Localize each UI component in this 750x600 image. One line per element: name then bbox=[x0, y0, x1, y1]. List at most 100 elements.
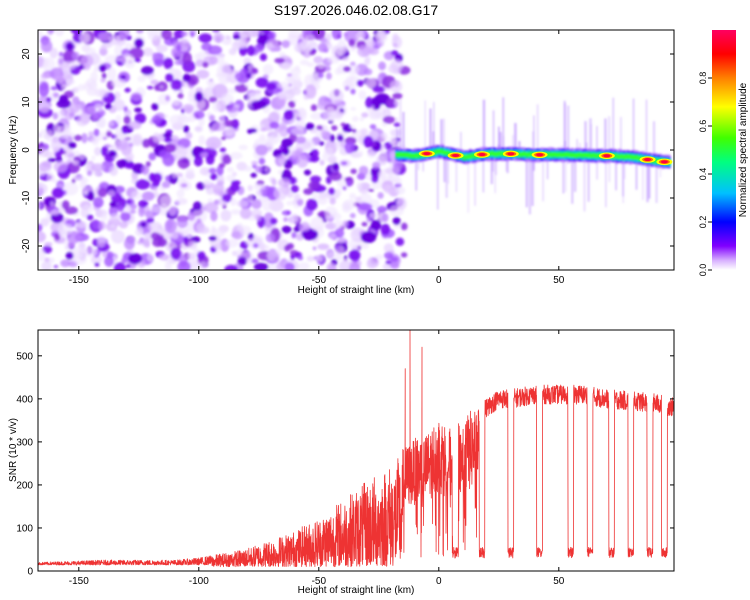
signal-band bbox=[551, 152, 555, 157]
noise-blob bbox=[58, 51, 64, 57]
noise-blob bbox=[53, 123, 61, 136]
noise-blob bbox=[268, 111, 280, 125]
noise-blob bbox=[244, 83, 250, 88]
noise-blob bbox=[247, 184, 253, 192]
noise-blob bbox=[319, 159, 325, 166]
noise-blob bbox=[329, 233, 337, 239]
signal-streak bbox=[440, 119, 443, 152]
noise-blob bbox=[299, 59, 310, 66]
noise-blob bbox=[38, 30, 43, 38]
signal-band bbox=[518, 152, 522, 157]
noise-blob bbox=[244, 165, 252, 172]
noise-blob bbox=[283, 217, 288, 222]
noise-blob bbox=[97, 88, 109, 98]
noise-blob bbox=[97, 116, 107, 128]
noise-blob bbox=[371, 174, 379, 184]
noise-blob bbox=[150, 79, 159, 85]
noise-blob bbox=[123, 115, 131, 125]
noise-blob bbox=[322, 108, 338, 121]
noise-blob bbox=[54, 30, 65, 37]
noise-blob bbox=[174, 60, 182, 66]
noise-blob bbox=[79, 181, 87, 189]
snr-frame bbox=[37, 329, 675, 572]
signal-band bbox=[626, 154, 630, 159]
noise-blob bbox=[356, 79, 364, 87]
noise-blob bbox=[170, 79, 183, 91]
noise-blob bbox=[364, 57, 371, 66]
noise-blob bbox=[100, 213, 108, 221]
noise-blob bbox=[218, 162, 226, 168]
noise-blob bbox=[296, 154, 309, 168]
noise-blob bbox=[149, 205, 163, 214]
noise-blob bbox=[295, 147, 304, 154]
noise-blob bbox=[193, 97, 206, 110]
noise-blob bbox=[308, 181, 320, 190]
noise-blob bbox=[173, 69, 182, 79]
noise-blob bbox=[281, 210, 292, 216]
noise-blob bbox=[90, 71, 98, 83]
noise-blob bbox=[288, 100, 296, 108]
signal-streak bbox=[653, 121, 655, 161]
noise-blob bbox=[390, 50, 399, 56]
noise-blob bbox=[169, 114, 183, 126]
noise-blob bbox=[324, 206, 338, 219]
spectrogram-xlabel: Height of straight line (km) bbox=[298, 285, 415, 296]
noise-blob bbox=[263, 212, 275, 228]
noise-blob bbox=[324, 65, 331, 72]
signal-streak bbox=[528, 154, 531, 215]
noise-blob bbox=[137, 75, 146, 82]
noise-blob bbox=[277, 81, 290, 90]
signal-streak bbox=[648, 159, 651, 199]
noise-blob bbox=[53, 160, 68, 173]
noise-blob bbox=[393, 100, 399, 106]
noise-blob bbox=[141, 164, 150, 176]
noise-blob bbox=[286, 200, 294, 206]
signal-band bbox=[523, 152, 526, 157]
noise-blob bbox=[209, 228, 226, 238]
noise-blob bbox=[38, 161, 52, 172]
noise-blob bbox=[253, 183, 266, 191]
noise-blob bbox=[164, 218, 177, 234]
noise-blob bbox=[113, 262, 126, 270]
noise-blob bbox=[349, 192, 357, 200]
noise-blob bbox=[207, 45, 223, 55]
noise-blob bbox=[310, 216, 325, 232]
spectrogram-xtick-label: 50 bbox=[553, 275, 565, 286]
noise-blob bbox=[337, 134, 344, 142]
noise-blob bbox=[49, 47, 58, 59]
noise-blob bbox=[123, 237, 135, 250]
noise-blob bbox=[312, 246, 317, 251]
noise-blob bbox=[193, 110, 205, 120]
noise-blob bbox=[367, 151, 376, 159]
noise-blob bbox=[352, 116, 359, 122]
noise-blob bbox=[234, 83, 248, 93]
noise-blob bbox=[329, 171, 343, 181]
noise-blob bbox=[61, 200, 70, 210]
noise-blob bbox=[346, 180, 352, 187]
noise-blob bbox=[382, 263, 392, 270]
noise-blob bbox=[220, 93, 234, 106]
signal-band bbox=[583, 152, 587, 157]
noise-blob bbox=[222, 194, 232, 203]
signal-streak bbox=[589, 118, 592, 156]
noise-blob bbox=[40, 39, 53, 53]
noise-blob bbox=[122, 128, 128, 134]
signal-band bbox=[417, 152, 421, 157]
noise-blob bbox=[163, 114, 169, 119]
noise-blob bbox=[89, 136, 100, 143]
noise-blob bbox=[366, 259, 377, 269]
signal-band bbox=[587, 153, 591, 158]
snr-ytick-label: 500 bbox=[16, 351, 33, 362]
signal-streak bbox=[506, 153, 509, 174]
noise-blob bbox=[67, 240, 76, 248]
noise-blob bbox=[39, 147, 46, 154]
noise-blob bbox=[385, 260, 392, 265]
noise-blob bbox=[208, 167, 217, 174]
noise-blob bbox=[325, 33, 332, 42]
snr-xtick-label: -100 bbox=[189, 576, 209, 587]
noise-blob bbox=[176, 44, 182, 52]
noise-blob bbox=[306, 255, 315, 262]
signal-band bbox=[438, 149, 442, 154]
noise-blob bbox=[301, 30, 313, 36]
noise-blob bbox=[88, 131, 94, 138]
